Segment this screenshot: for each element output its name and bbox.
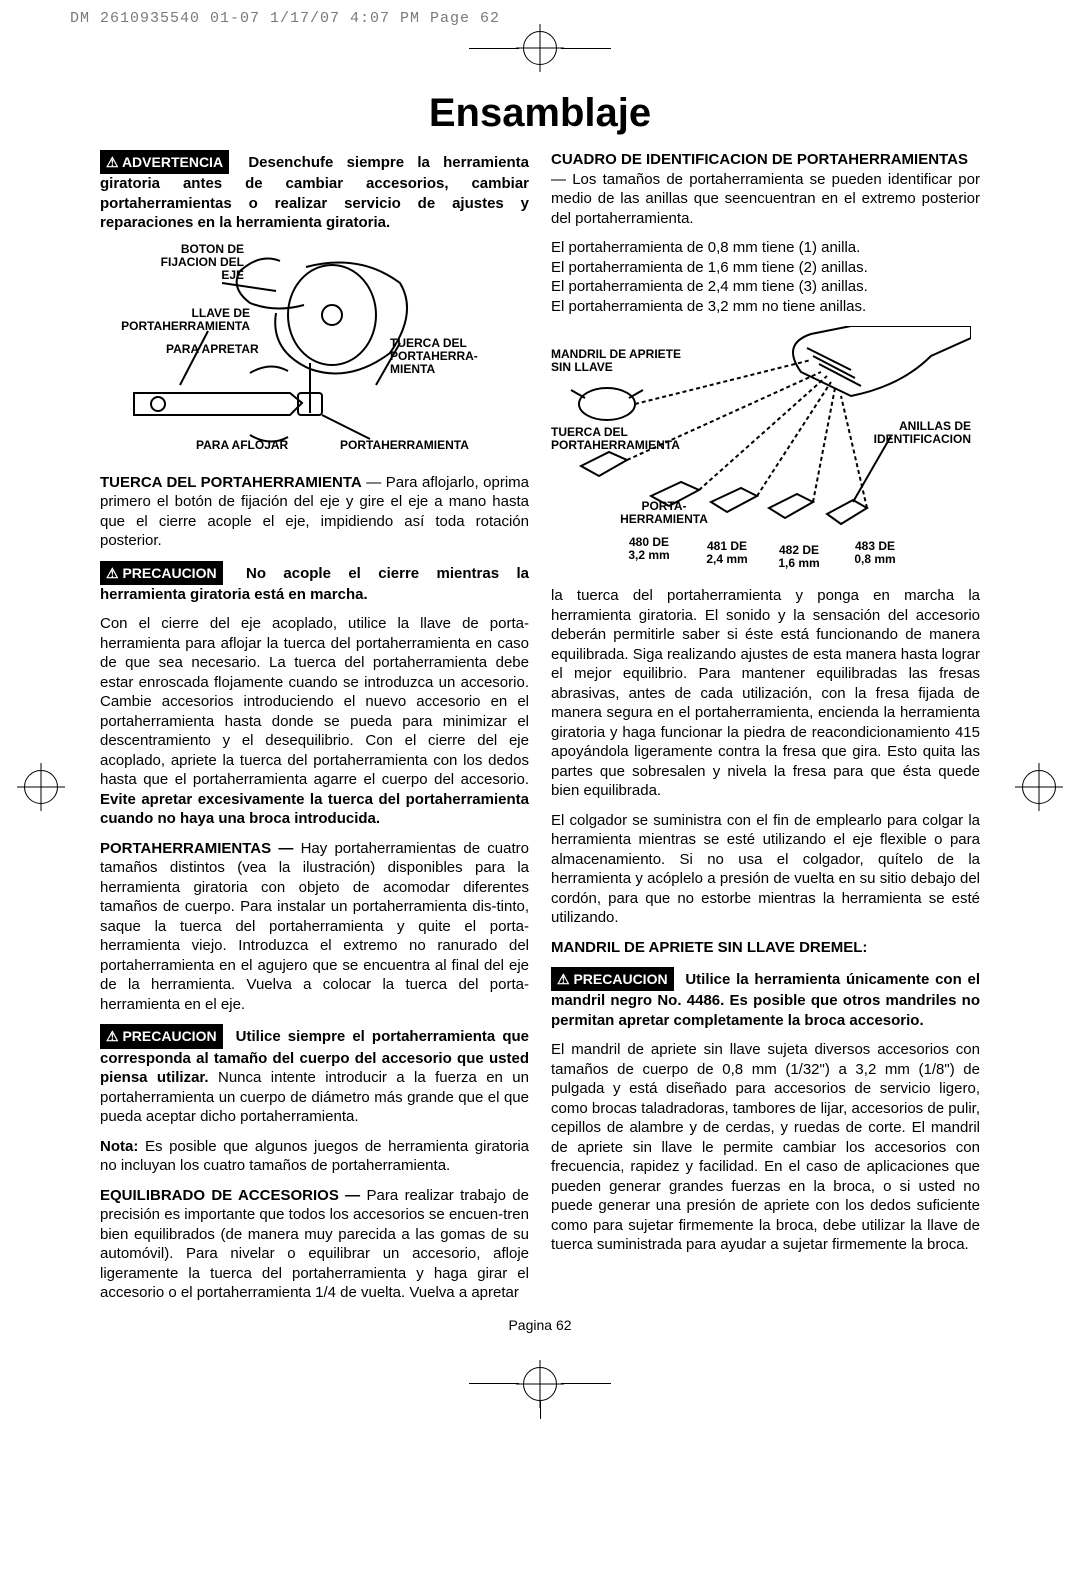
fig1-tuerca: TUERCA DEL PORTAHERRA-MIENTA	[390, 337, 500, 377]
p5-lead: PORTAHERRAMIENTAS —	[100, 840, 301, 857]
para-r4: El colgador se suministra con el fin de …	[551, 811, 980, 928]
page-title: Ensamblaje	[100, 91, 980, 136]
precaucion-3: ⚠ PRECAUCION Utilice la herramienta únic…	[551, 967, 980, 1030]
para-equilibrado: EQUILIBRADO DE ACCESORIOS — Para realiza…	[100, 1186, 529, 1303]
p2-lead: TUERCA DEL PORTAHERRAMIENTA	[100, 474, 362, 491]
r2c: El portaherramienta de 2,4 mm tiene (3) …	[551, 278, 868, 295]
p7-body: Es posible que algunos juegos de herrami…	[100, 1138, 529, 1175]
precaucion-2: ⚠ PRECAUCION Utilice siempre el portaher…	[100, 1024, 529, 1126]
precaucion-label: PRECAUCION	[122, 1028, 216, 1044]
p7-lead: Nota:	[100, 1138, 138, 1155]
fig1-boton: BOTON DE FIJACION DEL EJE	[154, 243, 244, 283]
p4a-text: Con el cierre del eje acoplado, utilice …	[100, 615, 529, 788]
precaucion-label: PRECAUCION	[573, 971, 667, 987]
para-r7: El mandril de apriete sin llave sujeta d…	[551, 1040, 980, 1255]
precaucion-badge-3: ⚠ PRECAUCION	[551, 967, 674, 991]
warning-para-1: ⚠ ADVERTENCIA Desenchufe siempre la herr…	[100, 150, 529, 233]
fig2-482: 482 DE 1,6 mm	[769, 544, 829, 570]
fig2-portah: PORTA-HERRAMIENTA	[609, 500, 719, 526]
precaucion-1: ⚠ PRECAUCION No acople el cierre mientra…	[100, 561, 529, 605]
fig2-483: 483 DE 0,8 mm	[845, 540, 905, 566]
para-nota: Nota: Es posible que algunos juegos de h…	[100, 1137, 529, 1176]
fig1-llave: LLAVE DE PORTAHERRAMIENTA	[100, 307, 250, 333]
crop-marks-top	[0, 31, 1080, 71]
body-columns: ⚠ ADVERTENCIA Desenchufe siempre la herr…	[100, 150, 980, 1303]
r1-lead: CUADRO DE IDENTIFICACION DE PORTAHERRAMI…	[551, 151, 968, 168]
figure-collet-wrench: BOTON DE FIJACION DEL EJE LLAVE DE PORTA…	[100, 243, 529, 463]
precaucion-label: PRECAUCION	[122, 565, 216, 581]
fig2-mandril: MANDRIL DE APRIETE SIN LLAVE	[551, 348, 701, 374]
fig2-anillas: ANILLAS DE IDENTIFICACION	[861, 420, 971, 446]
para-r3: la tuerca del portaherramienta y ponga e…	[551, 586, 980, 801]
fig1-porta: PORTAHERRAMIENTA	[340, 439, 469, 452]
figure-collets: MANDRIL DE APRIETE SIN LLAVE TUERCA DEL …	[551, 326, 980, 576]
advertencia-label: ADVERTENCIA	[122, 154, 223, 170]
warning-icon: ⚠	[557, 970, 570, 988]
para-portaherramientas: PORTAHERRAMIENTAS — Hay portaherramienta…	[100, 839, 529, 1015]
r2b: El portaherramienta de 1,6 mm tiene (2) …	[551, 259, 868, 276]
r1-body: — Los tamaños de portaherramienta se pue…	[551, 171, 980, 227]
p4b-text: Evite apretar excesivamente la tuerca de…	[100, 791, 529, 828]
p8-lead: EQUILIBRADO DE ACCESORIOS —	[100, 1187, 367, 1204]
para-tuerca: TUERCA DEL PORTAHERRAMIENTA — Para afloj…	[100, 473, 529, 551]
warning-icon: ⚠	[106, 153, 119, 171]
precaucion-badge-1: ⚠ PRECAUCION	[100, 561, 223, 585]
r2a: El portaherramienta de 0,8 mm tiene (1) …	[551, 239, 860, 256]
heading-mandril: MANDRIL DE APRIETE SIN LLAVE DREMEL:	[551, 938, 980, 958]
advertencia-badge: ⚠ ADVERTENCIA	[100, 150, 229, 174]
page-number: Pagina 62	[100, 1317, 980, 1333]
crop-marks-bottom	[0, 1367, 1080, 1444]
warning-icon: ⚠	[106, 564, 119, 582]
fig2-481: 481 DE 2,4 mm	[697, 540, 757, 566]
para-cierre: Con el cierre del eje acoplado, utilice …	[100, 614, 529, 829]
p5-body: Hay portaherramientas de cuatro tamaños …	[100, 840, 529, 1013]
precaucion-badge-2: ⚠ PRECAUCION	[100, 1024, 223, 1048]
para-cuadro: CUADRO DE IDENTIFICACION DE PORTAHERRAMI…	[551, 150, 980, 228]
fig1-aflojar: PARA AFLOJAR	[196, 439, 288, 452]
fig2-tuerca: TUERCA DEL PORTAHERRAMIENTA	[551, 426, 691, 452]
warning-icon: ⚠	[106, 1027, 119, 1045]
fig2-480: 480 DE 3,2 mm	[619, 536, 679, 562]
fig1-apretar: PARA APRETAR	[166, 343, 259, 356]
r2d: El portaherramienta de 3,2 mm no tiene a…	[551, 298, 866, 315]
anillas-list: El portaherramienta de 0,8 mm tiene (1) …	[551, 238, 980, 316]
